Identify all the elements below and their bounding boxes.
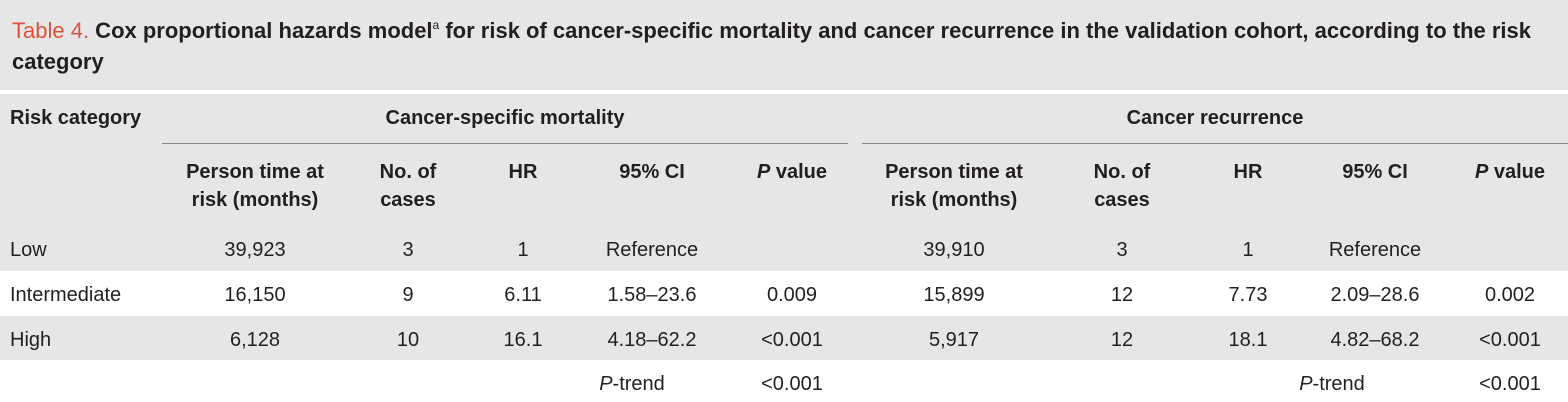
header-ci: 95% CI: [1342, 161, 1408, 183]
header-hr: HR: [1233, 161, 1263, 183]
cell-cases: 3: [1116, 239, 1128, 261]
cell-person-time: 15,899: [923, 284, 985, 306]
cell-hr: 7.73: [1228, 284, 1268, 306]
cell-cases: 3: [402, 239, 414, 261]
trend-label: P-trend: [599, 373, 665, 395]
cell-person-time: 39,910: [923, 239, 985, 261]
cell-p-value: <0.001: [1479, 329, 1541, 351]
header-p-value: P value: [1474, 161, 1546, 183]
cell-hr: 1: [1242, 239, 1254, 261]
header-p-value: P value: [756, 161, 828, 183]
caption-footnote-marker: a: [432, 18, 440, 32]
cell-ci: 2.09–28.6: [1330, 284, 1420, 306]
cell-cases: 12: [1110, 329, 1134, 351]
cell-ci: Reference: [605, 239, 699, 261]
header-hr: HR: [508, 161, 538, 183]
header-group-recurrence: Cancer recurrence: [1126, 107, 1304, 129]
row-band-high: [0, 316, 1568, 360]
cell-cases: 10: [396, 329, 420, 351]
cell-cases: 12: [1110, 284, 1134, 306]
cell-person-time: 5,917: [928, 329, 980, 351]
cell-person-time: 16,150: [224, 284, 286, 306]
caption-text-rest: for risk of cancer-specific mortality an…: [12, 18, 1531, 74]
trend-p-value: <0.001: [761, 373, 823, 395]
cell-p-value: <0.001: [761, 329, 823, 351]
trend-p-value: <0.001: [1479, 373, 1541, 395]
cell-person-time: 6,128: [229, 329, 281, 351]
row-band-intermediate: [0, 271, 1568, 316]
header-person-time: Person time at risk (months): [186, 161, 324, 211]
table-label: Table 4.: [12, 18, 90, 43]
header-ci: 95% CI: [619, 161, 685, 183]
cell-person-time: 39,923: [224, 239, 286, 261]
table-caption: Table 4. Cox proportional hazards modela…: [0, 0, 1568, 90]
row-category: High: [10, 329, 52, 351]
header-cases: No. of cases: [379, 161, 437, 211]
row-category: Intermediate: [10, 284, 122, 306]
header-cases: No. of cases: [1093, 161, 1151, 211]
group-rule-mortality: [162, 143, 848, 144]
cell-ci: Reference: [1328, 239, 1422, 261]
header-person-time: Person time at risk (months): [885, 161, 1023, 211]
caption-text: Cox proportional hazards model: [89, 18, 433, 43]
cell-p-value: 0.009: [766, 284, 818, 306]
header-band: [0, 94, 1568, 225]
row-category: Low: [10, 239, 47, 261]
row-band-low: [0, 225, 1568, 271]
cell-cases: 9: [402, 284, 414, 306]
cell-ci: 4.82–68.2: [1330, 329, 1420, 351]
cell-hr: 1: [517, 239, 529, 261]
cell-p-value: 0.002: [1484, 284, 1536, 306]
header-risk-category: Risk category: [10, 107, 142, 129]
row-band-trend: [0, 360, 1568, 402]
cell-hr: 16.1: [503, 329, 543, 351]
cell-hr: 18.1: [1228, 329, 1268, 351]
header-group-mortality: Cancer-specific mortality: [385, 107, 625, 129]
group-rule-recurrence: [862, 143, 1568, 144]
trend-label: P-trend: [1299, 373, 1365, 395]
caption-separator: [0, 90, 1568, 94]
cell-ci: 1.58–23.6: [607, 284, 697, 306]
cell-ci: 4.18–62.2: [607, 329, 697, 351]
cell-hr: 6.11: [504, 284, 542, 306]
data-table: Risk category Cancer-specific mortality …: [0, 94, 1568, 402]
